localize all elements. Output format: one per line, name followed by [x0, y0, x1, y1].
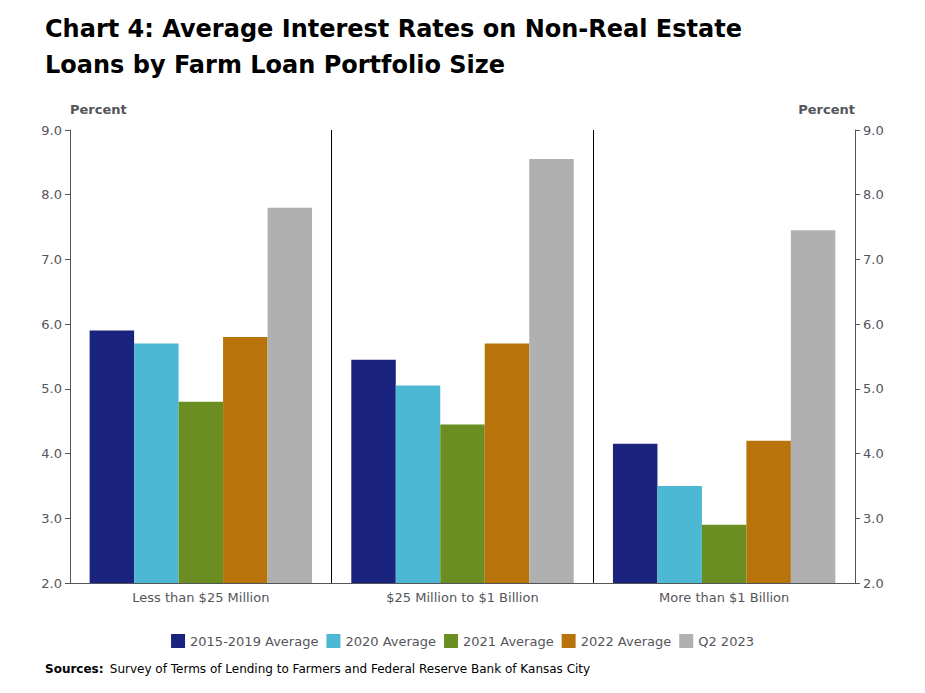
svg-text:9.0: 9.0: [41, 123, 62, 138]
svg-text:2021 Average: 2021 Average: [463, 634, 554, 649]
svg-text:Less than $25 Million: Less than $25 Million: [132, 590, 269, 605]
svg-text:6.0: 6.0: [863, 317, 884, 332]
svg-text:2015-2019 Average: 2015-2019 Average: [190, 634, 318, 649]
svg-text:2.0: 2.0: [41, 576, 62, 591]
svg-text:8.0: 8.0: [41, 187, 62, 202]
svg-text:5.0: 5.0: [41, 381, 62, 396]
svg-text:Loans by Farm Loan Portfolio S: Loans by Farm Loan Portfolio Size: [45, 51, 505, 79]
svg-text:2.0: 2.0: [863, 576, 884, 591]
svg-text:9.0: 9.0: [863, 123, 884, 138]
svg-text:More than $1 Billion: More than $1 Billion: [659, 590, 789, 605]
svg-text:Chart 4: Average Interest Rate: Chart 4: Average Interest Rates on Non-R…: [45, 15, 742, 43]
svg-text:4.0: 4.0: [41, 446, 62, 461]
svg-text:3.0: 3.0: [41, 511, 62, 526]
svg-text:4.0: 4.0: [863, 446, 884, 461]
svg-text:$25 Million to $1 Billion: $25 Million to $1 Billion: [386, 590, 538, 605]
svg-text:2022 Average: 2022 Average: [581, 634, 672, 649]
svg-text:Sources:: Sources:: [45, 662, 104, 676]
svg-text:5.0: 5.0: [863, 381, 884, 396]
svg-text:8.0: 8.0: [863, 187, 884, 202]
svg-text:2020 Average: 2020 Average: [345, 634, 436, 649]
svg-text:Survey of Terms of Lending to: Survey of Terms of Lending to Farmers an…: [110, 662, 590, 676]
svg-text:6.0: 6.0: [41, 317, 62, 332]
svg-text:Q2 2023: Q2 2023: [698, 634, 754, 649]
svg-text:Percent: Percent: [70, 102, 127, 117]
svg-text:7.0: 7.0: [863, 252, 884, 267]
svg-text:Percent: Percent: [798, 102, 855, 117]
svg-text:3.0: 3.0: [863, 511, 884, 526]
svg-text:7.0: 7.0: [41, 252, 62, 267]
